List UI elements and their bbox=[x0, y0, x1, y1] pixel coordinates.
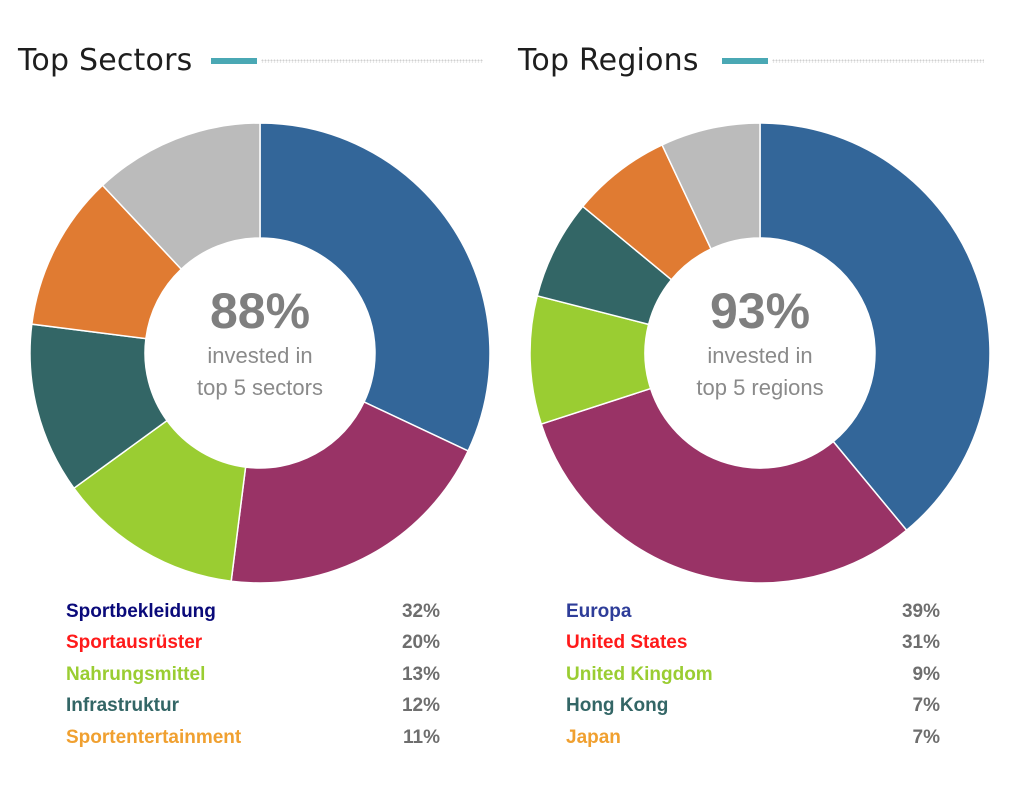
legend-label: Hong Kong bbox=[566, 695, 669, 717]
regions-center-label: 93% invested in top 5 regions bbox=[660, 282, 860, 404]
legend-row: Infrastruktur 12% bbox=[66, 691, 440, 723]
legend-value: 7% bbox=[912, 726, 940, 748]
legend-row: Sportbekleidung 32% bbox=[66, 596, 440, 628]
legend-row: Nahrungsmittel 13% bbox=[66, 659, 440, 691]
legend-label: United States bbox=[566, 632, 688, 654]
regions-panel: Top Regions 93% invested in top 5 region… bbox=[500, 0, 1000, 793]
legend-value: 39% bbox=[901, 600, 940, 622]
title-dotted-rule bbox=[772, 59, 984, 63]
legend-value: 31% bbox=[901, 632, 940, 654]
donut-slice-sportausr-ster bbox=[230, 400, 470, 584]
sectors-panel: Top Sectors 88% invested in top 5 sector… bbox=[0, 0, 500, 793]
sectors-title: Top Sectors bbox=[18, 42, 193, 78]
sectors-donut-chart bbox=[29, 122, 491, 584]
regions-header: Top Regions bbox=[518, 40, 699, 80]
title-accent-bar bbox=[211, 58, 257, 64]
regions-title: Top Regions bbox=[518, 42, 699, 78]
donut-slice-other bbox=[661, 122, 761, 250]
sectors-center-line2: top 5 sectors bbox=[197, 375, 323, 400]
regions-donut-chart bbox=[529, 122, 991, 584]
legend-row: United Kingdom 9% bbox=[566, 659, 940, 691]
legend-row: Europa 39% bbox=[566, 596, 940, 628]
sectors-legend: Sportbekleidung 32% Sportausrüster 20% Nahru… bbox=[66, 596, 440, 754]
donut-slice-united-states bbox=[540, 387, 908, 584]
legend-row: United States 31% bbox=[566, 628, 940, 660]
legend-label: Sportentertainment bbox=[66, 726, 242, 748]
legend-row: Sportentertainment 11% bbox=[66, 722, 440, 754]
legend-label: United Kingdom bbox=[566, 663, 713, 685]
regions-center-line1: invested in bbox=[707, 343, 813, 368]
donut-slice-sportbekleidung bbox=[259, 122, 491, 452]
title-dotted-rule bbox=[261, 59, 483, 63]
legend-value: 20% bbox=[401, 632, 440, 654]
sectors-center-value: 88% bbox=[209, 283, 311, 339]
regions-center-value: 93% bbox=[709, 283, 811, 339]
regions-center-line2: top 5 regions bbox=[696, 375, 824, 400]
legend-label: Infrastruktur bbox=[66, 695, 179, 717]
legend-value: 11% bbox=[403, 726, 440, 748]
sectors-center-line1: invested in bbox=[207, 343, 313, 368]
legend-label: Japan bbox=[566, 726, 621, 748]
regions-title-rule bbox=[722, 58, 984, 64]
legend-value: 32% bbox=[401, 600, 440, 622]
legend-row: Sportausrüster 20% bbox=[66, 628, 440, 660]
legend-value: 13% bbox=[401, 663, 440, 685]
legend-label: Sportausrüster bbox=[66, 632, 203, 654]
legend-label: Sportbekleidung bbox=[66, 600, 216, 622]
sectors-header: Top Sectors bbox=[18, 40, 192, 80]
sectors-center-label: 88% invested in top 5 sectors bbox=[160, 282, 360, 404]
legend-row: Japan 7% bbox=[566, 722, 940, 754]
title-accent-bar bbox=[722, 58, 768, 64]
legend-row: Hong Kong 7% bbox=[566, 691, 940, 723]
legend-value: 9% bbox=[912, 663, 940, 685]
legend-label: Europa bbox=[566, 600, 632, 622]
donut-slice-europa bbox=[759, 122, 991, 532]
legend-value: 12% bbox=[401, 695, 440, 717]
donut-slice-other bbox=[101, 122, 261, 271]
legend-label: Nahrungsmittel bbox=[66, 663, 206, 685]
sectors-title-rule bbox=[211, 58, 483, 64]
legend-value: 7% bbox=[912, 695, 940, 717]
regions-legend: Europa 39% United States 31% United Kingdom 9… bbox=[566, 596, 940, 754]
